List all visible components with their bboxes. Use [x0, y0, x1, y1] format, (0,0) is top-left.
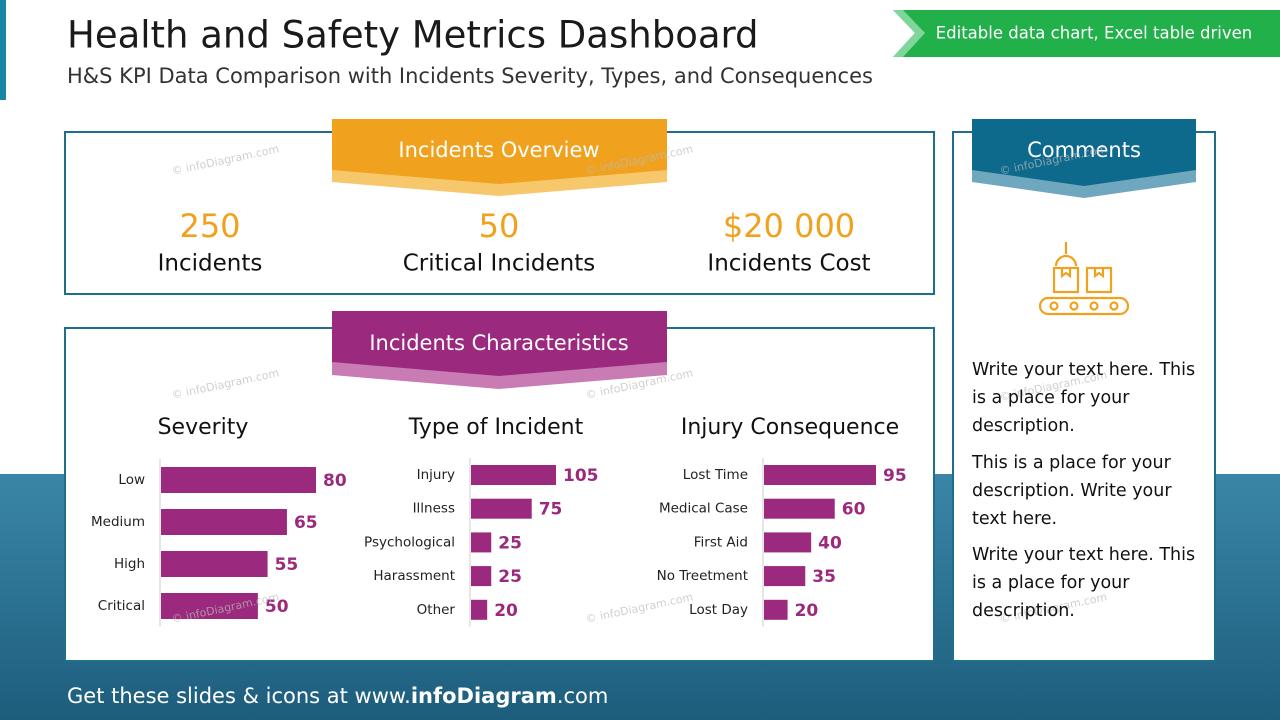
bar	[161, 551, 268, 577]
bar	[161, 467, 316, 493]
badge-accent	[893, 10, 925, 57]
comments-panel	[952, 131, 1216, 662]
category-label: Lost Time	[683, 467, 748, 483]
kpi-label: Incidents Cost	[707, 251, 870, 277]
value-label: 65	[294, 513, 318, 533]
category-label: Psychological	[364, 534, 455, 550]
footer: Get these slides & icons at www.infoDiag…	[67, 684, 608, 708]
value-label: 75	[539, 500, 563, 520]
value-label: 105	[563, 466, 599, 486]
title: Health and Safety Metrics Dashboard	[67, 14, 759, 57]
bar	[471, 498, 532, 519]
category-label: Medical Case	[659, 501, 748, 517]
badge: Editable data chart, Excel table driven	[936, 24, 1253, 43]
bar	[471, 532, 492, 553]
category-label: High	[114, 556, 145, 572]
comment-text: Write your text here. This is a place fo…	[972, 545, 1196, 621]
kpi-value: 250	[179, 207, 240, 245]
chart-title: Injury Consequence	[681, 415, 899, 440]
category-label: Illness	[413, 501, 455, 517]
bar	[471, 465, 556, 485]
footer-brand: infoDiagram	[411, 684, 557, 708]
kpi-value: 50	[479, 207, 520, 245]
comment-text: This is a place for your description. Wr…	[972, 453, 1172, 529]
bar	[471, 599, 488, 620]
bar	[764, 465, 876, 485]
bar	[764, 599, 788, 620]
bar	[764, 532, 812, 553]
value-label: 55	[275, 555, 299, 575]
panel-title: Incidents Overview	[398, 138, 599, 162]
value-label: 95	[883, 466, 907, 486]
value-label: 25	[498, 533, 522, 553]
category-label: Medium	[91, 514, 145, 530]
chart-title: Severity	[158, 415, 249, 440]
comment-text: Write your text here. This is a place fo…	[972, 360, 1196, 436]
bar	[764, 566, 806, 587]
footer-suffix: .com	[557, 684, 609, 708]
category-label: No Treetment	[657, 568, 748, 584]
value-label: 60	[842, 500, 866, 520]
bar	[764, 498, 835, 519]
category-label: Low	[118, 472, 145, 488]
kpi-value: $20 000	[723, 207, 855, 245]
ribbon	[972, 119, 1196, 186]
category-label: Other	[417, 602, 456, 618]
value-label: 20	[795, 601, 819, 621]
ribbon	[332, 311, 667, 376]
panel-title: Comments	[1027, 138, 1141, 162]
kpi-label: Critical Incidents	[403, 251, 595, 277]
accent-bar	[0, 0, 6, 100]
conveyor-icon	[1038, 242, 1130, 316]
category-label: First Aid	[694, 534, 748, 550]
value-label: 50	[265, 597, 289, 617]
bar	[161, 509, 287, 535]
badge-bg	[893, 10, 1280, 57]
subtitle: H&S KPI Data Comparison with Incidents S…	[67, 64, 873, 88]
category-label: Critical	[98, 598, 145, 614]
value-label: 40	[818, 533, 842, 553]
value-label: 80	[323, 471, 347, 491]
kpi-label: Incidents	[158, 251, 263, 277]
category-label: Lost Day	[689, 602, 748, 618]
category-label: Harassment	[373, 568, 455, 584]
category-label: Injury	[417, 467, 455, 483]
bar	[471, 566, 492, 587]
value-label: 20	[494, 601, 518, 621]
chart-title: Type of Incident	[408, 415, 584, 440]
bar	[161, 593, 258, 619]
value-label: 25	[498, 567, 522, 587]
panel-title: Incidents Characteristics	[369, 331, 628, 355]
ribbon	[332, 119, 667, 184]
footer-prefix: Get these slides & icons at www.	[67, 684, 411, 708]
value-label: 35	[812, 567, 836, 587]
